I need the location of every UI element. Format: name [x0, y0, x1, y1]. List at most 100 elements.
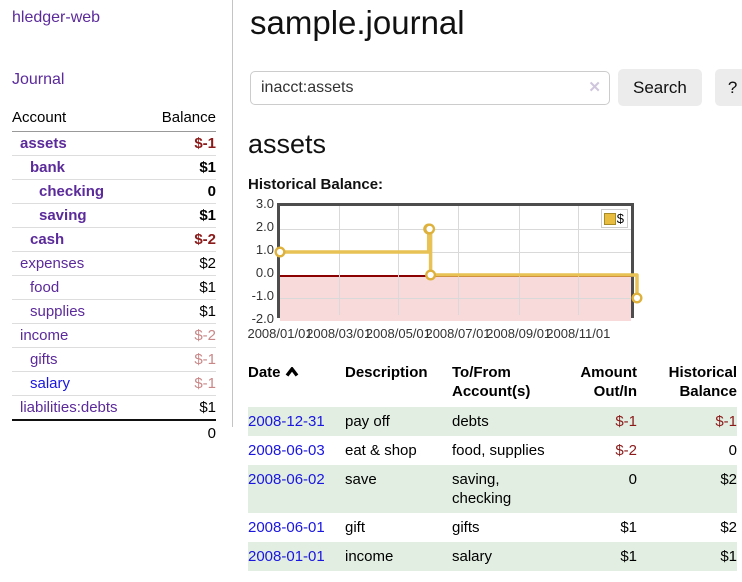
legend-label: $: [616, 211, 624, 226]
y-tick-label: 2.0: [255, 219, 274, 234]
transaction-description: eat & shop: [345, 442, 417, 459]
register-table: Date Description To/From Account(s) Amou…: [248, 363, 737, 571]
balance-chart: 3.0 2.0 1.0 0.0 -1.0 -2.0 $ 2008/01/01 2008/03…: [247, 196, 737, 345]
x-tick-label: 2008/07/01: [425, 326, 491, 341]
transaction-date: 2008-01-01: [248, 542, 345, 571]
account-balance: $1: [146, 395, 216, 421]
transaction-description: save: [345, 471, 377, 488]
page-title: sample.journal: [250, 4, 465, 41]
y-tick-label: 0.0: [255, 265, 274, 280]
transaction-row: 2008-06-01 gift gifts $1 $2: [248, 513, 737, 542]
accounts-total-row: 0: [12, 420, 216, 446]
y-tick-label: 3.0: [255, 196, 274, 211]
x-tick-label: 2008/03/01: [306, 326, 372, 341]
account-link[interactable]: liabilities:debts: [20, 399, 118, 416]
transaction-description: gift: [345, 519, 366, 536]
account-balance: $2: [146, 251, 216, 276]
transaction-balance: $2: [720, 471, 737, 488]
main-content: sample.journal ✕ Search ? assets Histori…: [247, 0, 742, 571]
x-tick-label: 2008/01/01: [247, 326, 313, 341]
account-balance: $1: [146, 275, 216, 300]
clear-search-icon[interactable]: ✕: [588, 78, 601, 96]
register-header-date[interactable]: Date: [248, 363, 345, 407]
account-link[interactable]: cash: [30, 231, 65, 248]
account-balance: $-2: [146, 227, 216, 252]
accounts-header-account: Account: [12, 109, 147, 132]
transaction-accounts: saving, checking: [452, 471, 512, 507]
account-link[interactable]: bank: [30, 159, 66, 176]
gridline: [458, 206, 459, 315]
sort-ascending-icon: [285, 364, 299, 381]
register-header-accounts: To/From Account(s): [452, 364, 531, 400]
transaction-description: income: [345, 548, 394, 565]
transaction-date-link[interactable]: 2008-01-01: [248, 548, 325, 565]
account-balance: $-1: [146, 371, 216, 396]
search-input[interactable]: [250, 70, 610, 105]
gridline: [398, 206, 400, 315]
transaction-date-link[interactable]: 2008-06-02: [248, 471, 325, 488]
register-header-balance: Historical Balance: [668, 364, 737, 400]
app-brand-link[interactable]: hledger-web: [12, 9, 101, 26]
transaction-accounts: debts: [452, 413, 489, 430]
account-link[interactable]: assets: [20, 135, 67, 152]
y-tick-label: -1.0: [251, 288, 274, 303]
x-tick-label: 2008/11/01: [546, 326, 611, 341]
account-row: income $-2: [12, 323, 216, 348]
transaction-accounts: food, supplies: [452, 442, 545, 459]
chart-plot: $: [274, 203, 643, 321]
account-link[interactable]: food: [30, 279, 60, 296]
sidebar-item-journal[interactable]: Journal: [12, 71, 65, 88]
transaction-date-link[interactable]: 2008-06-01: [248, 519, 325, 536]
transaction-accounts: salary: [452, 548, 493, 565]
account-link[interactable]: saving: [39, 207, 87, 224]
account-link[interactable]: checking: [39, 183, 105, 200]
transaction-date: 2008-06-03: [248, 436, 345, 465]
y-tick-label: -2.0: [251, 311, 274, 326]
transaction-row: 2008-06-02 save saving, checking 0 $2: [248, 465, 737, 513]
account-link[interactable]: expenses: [20, 255, 85, 272]
account-row: saving $1: [12, 203, 216, 228]
gridline: [518, 206, 520, 315]
help-button[interactable]: ?: [714, 69, 742, 106]
transaction-balance: $2: [720, 519, 737, 536]
chart-heading: Historical Balance:: [248, 176, 384, 193]
register-header-description: Description: [345, 364, 428, 381]
legend-swatch-icon: [603, 212, 616, 225]
chart-legend: $: [600, 209, 628, 228]
account-link[interactable]: income: [20, 327, 69, 344]
account-row: liabilities:debts $1: [12, 395, 216, 421]
account-row: cash $-2: [12, 227, 216, 252]
transaction-amount: $1: [620, 519, 637, 536]
account-link[interactable]: supplies: [30, 303, 86, 320]
transaction-row: 2008-01-01 income salary $1 $1: [248, 542, 737, 571]
transaction-row: 2008-12-31 pay off debts $-1 $-1: [248, 407, 737, 436]
transaction-balance: 0: [728, 442, 737, 459]
transaction-row: 2008-06-03 eat & shop food, supplies $-2 0: [248, 436, 737, 465]
account-row: expenses $2: [12, 251, 216, 276]
balance-line-series: [274, 223, 643, 304]
account-row: gifts $-1: [12, 347, 216, 372]
account-balance: $-1: [194, 135, 216, 152]
transaction-balance: $1: [720, 548, 737, 565]
x-tick-label: 2008/05/01: [365, 326, 431, 341]
account-row: bank $1: [12, 155, 216, 180]
transaction-amount: 0: [628, 471, 637, 488]
transaction-date-link[interactable]: 2008-12-31: [248, 413, 325, 430]
transaction-date-link[interactable]: 2008-06-03: [248, 442, 325, 459]
transaction-accounts: gifts: [452, 519, 480, 536]
account-balance: $1: [146, 299, 216, 324]
accounts-header-balance: Balance: [146, 109, 216, 132]
sidebar: hledger-web Journal Account Balance asse…: [0, 0, 233, 442]
account-balance: 0: [146, 179, 216, 204]
search-button[interactable]: Search: [618, 69, 702, 106]
account-row: food $1: [12, 275, 216, 300]
account-link[interactable]: salary: [30, 375, 71, 392]
transaction-description: pay off: [345, 413, 390, 430]
account-balance: $-1: [146, 347, 216, 372]
account-row: checking 0: [12, 179, 216, 204]
gridline: [578, 206, 580, 315]
transaction-date: 2008-12-31: [248, 407, 345, 436]
account-link[interactable]: gifts: [30, 351, 58, 368]
gridline: [338, 206, 340, 315]
x-tick-label: 2008/09/01: [486, 326, 552, 341]
